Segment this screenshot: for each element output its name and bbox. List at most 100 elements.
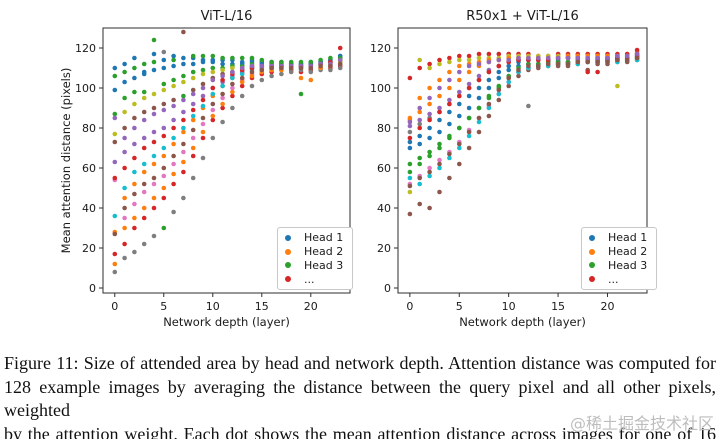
y-tick-label: 40: [377, 202, 391, 215]
scatter-point: [269, 73, 274, 79]
scatter-point: [190, 75, 196, 81]
scatter-point: [427, 125, 432, 131]
scatter-point: [417, 95, 423, 101]
scatter-point: [457, 77, 462, 83]
scatter-point: [407, 145, 413, 151]
scatter-point: [122, 205, 127, 211]
scatter-point: [190, 117, 196, 123]
scatter-point: [259, 63, 265, 69]
scatter-point: [181, 149, 186, 155]
scatter-point: [427, 111, 432, 117]
scatter-point: [171, 63, 176, 69]
scatter-point: [200, 81, 206, 87]
scatter-point: [190, 113, 196, 119]
scatter-point: [161, 87, 167, 93]
scatter-point: [112, 65, 118, 71]
scatter-point: [476, 105, 482, 111]
scatter-point: [634, 51, 640, 57]
scatter-point: [447, 135, 452, 141]
scatter-point: [132, 201, 137, 207]
ellipsis-marker-icon: [589, 276, 595, 283]
scatter-point: [132, 101, 137, 107]
scatter-point: [200, 85, 206, 91]
scatter-point: [112, 213, 118, 219]
scatter-point: [210, 57, 216, 63]
scatter-point: [427, 101, 432, 107]
scatter-point: [151, 175, 157, 181]
legend-label: Head 2: [304, 245, 344, 259]
head-2-marker-icon: [285, 248, 291, 255]
scatter-point: [112, 115, 118, 121]
scatter-point: [200, 103, 206, 109]
scatter-point: [506, 79, 512, 85]
scatter-point: [122, 185, 127, 191]
scatter-point: [151, 67, 157, 73]
legend-item: ...: [285, 272, 343, 286]
caption-line: Figure 11: Size of attended area by head…: [4, 353, 716, 373]
scatter-point: [230, 85, 235, 91]
scatter-point: [210, 77, 216, 83]
scatter-point: [190, 91, 196, 97]
scatter-point: [437, 93, 442, 99]
scatter-point: [447, 175, 452, 181]
scatter-point: [230, 89, 235, 95]
scatter-point: [210, 135, 216, 141]
scatter-point: [151, 233, 157, 239]
scatter-point: [298, 59, 304, 65]
scatter-point: [220, 55, 225, 61]
scatter-point: [230, 81, 235, 87]
plot-box: [397, 27, 648, 294]
scatter-point: [506, 83, 512, 89]
scatter-point: [200, 129, 206, 135]
scatter-point: [141, 117, 147, 123]
scatter-point: [447, 55, 452, 61]
scatter-point: [171, 171, 176, 177]
scatter-point: [122, 165, 127, 171]
scatter-point: [151, 91, 157, 97]
scatter-point: [427, 65, 432, 71]
scatter-point: [407, 135, 413, 141]
scatter-point: [132, 115, 137, 121]
scatter-point: [437, 145, 442, 151]
scatter-point: [328, 55, 333, 61]
scatter-point: [141, 205, 147, 211]
scatter-point: [141, 95, 147, 101]
scatter-point: [407, 161, 413, 167]
legend-item: Head 2: [589, 245, 647, 259]
scatter-point: [624, 57, 630, 63]
scatter-point: [259, 77, 265, 83]
scatter-point: [466, 85, 472, 91]
scatter-point: [447, 59, 452, 65]
scatter-point: [328, 67, 333, 73]
scatter-point: [417, 133, 423, 139]
scatter-point: [249, 73, 255, 79]
scatter-point: [575, 59, 581, 65]
scatter-point: [634, 55, 640, 61]
scatter-point: [181, 97, 186, 103]
scatter-point: [447, 69, 452, 75]
scatter-point: [486, 93, 492, 99]
scatter-point: [585, 55, 590, 61]
scatter-point: [417, 141, 423, 147]
scatter-point: [427, 153, 432, 159]
scatter-point: [181, 195, 186, 201]
scatter-point: [476, 77, 482, 83]
scatter-point: [437, 105, 442, 111]
scatter-point: [112, 111, 118, 117]
scatter-point: [496, 91, 502, 97]
scatter-point: [171, 97, 176, 103]
scatter-point: [427, 61, 432, 67]
scatter-point: [337, 57, 343, 63]
scatter-point: [417, 109, 423, 115]
scatter-point: [132, 191, 137, 197]
scatter-point: [595, 59, 600, 65]
scatter-point: [457, 63, 462, 69]
scatter-point: [141, 241, 147, 247]
legend-item: Head 1: [285, 231, 343, 245]
scatter-point: [466, 69, 472, 75]
scatter-point: [190, 69, 196, 75]
scatter-point: [210, 65, 216, 71]
scatter-point: [210, 117, 216, 123]
scatter-point: [318, 57, 323, 63]
scatter-point: [132, 215, 137, 221]
